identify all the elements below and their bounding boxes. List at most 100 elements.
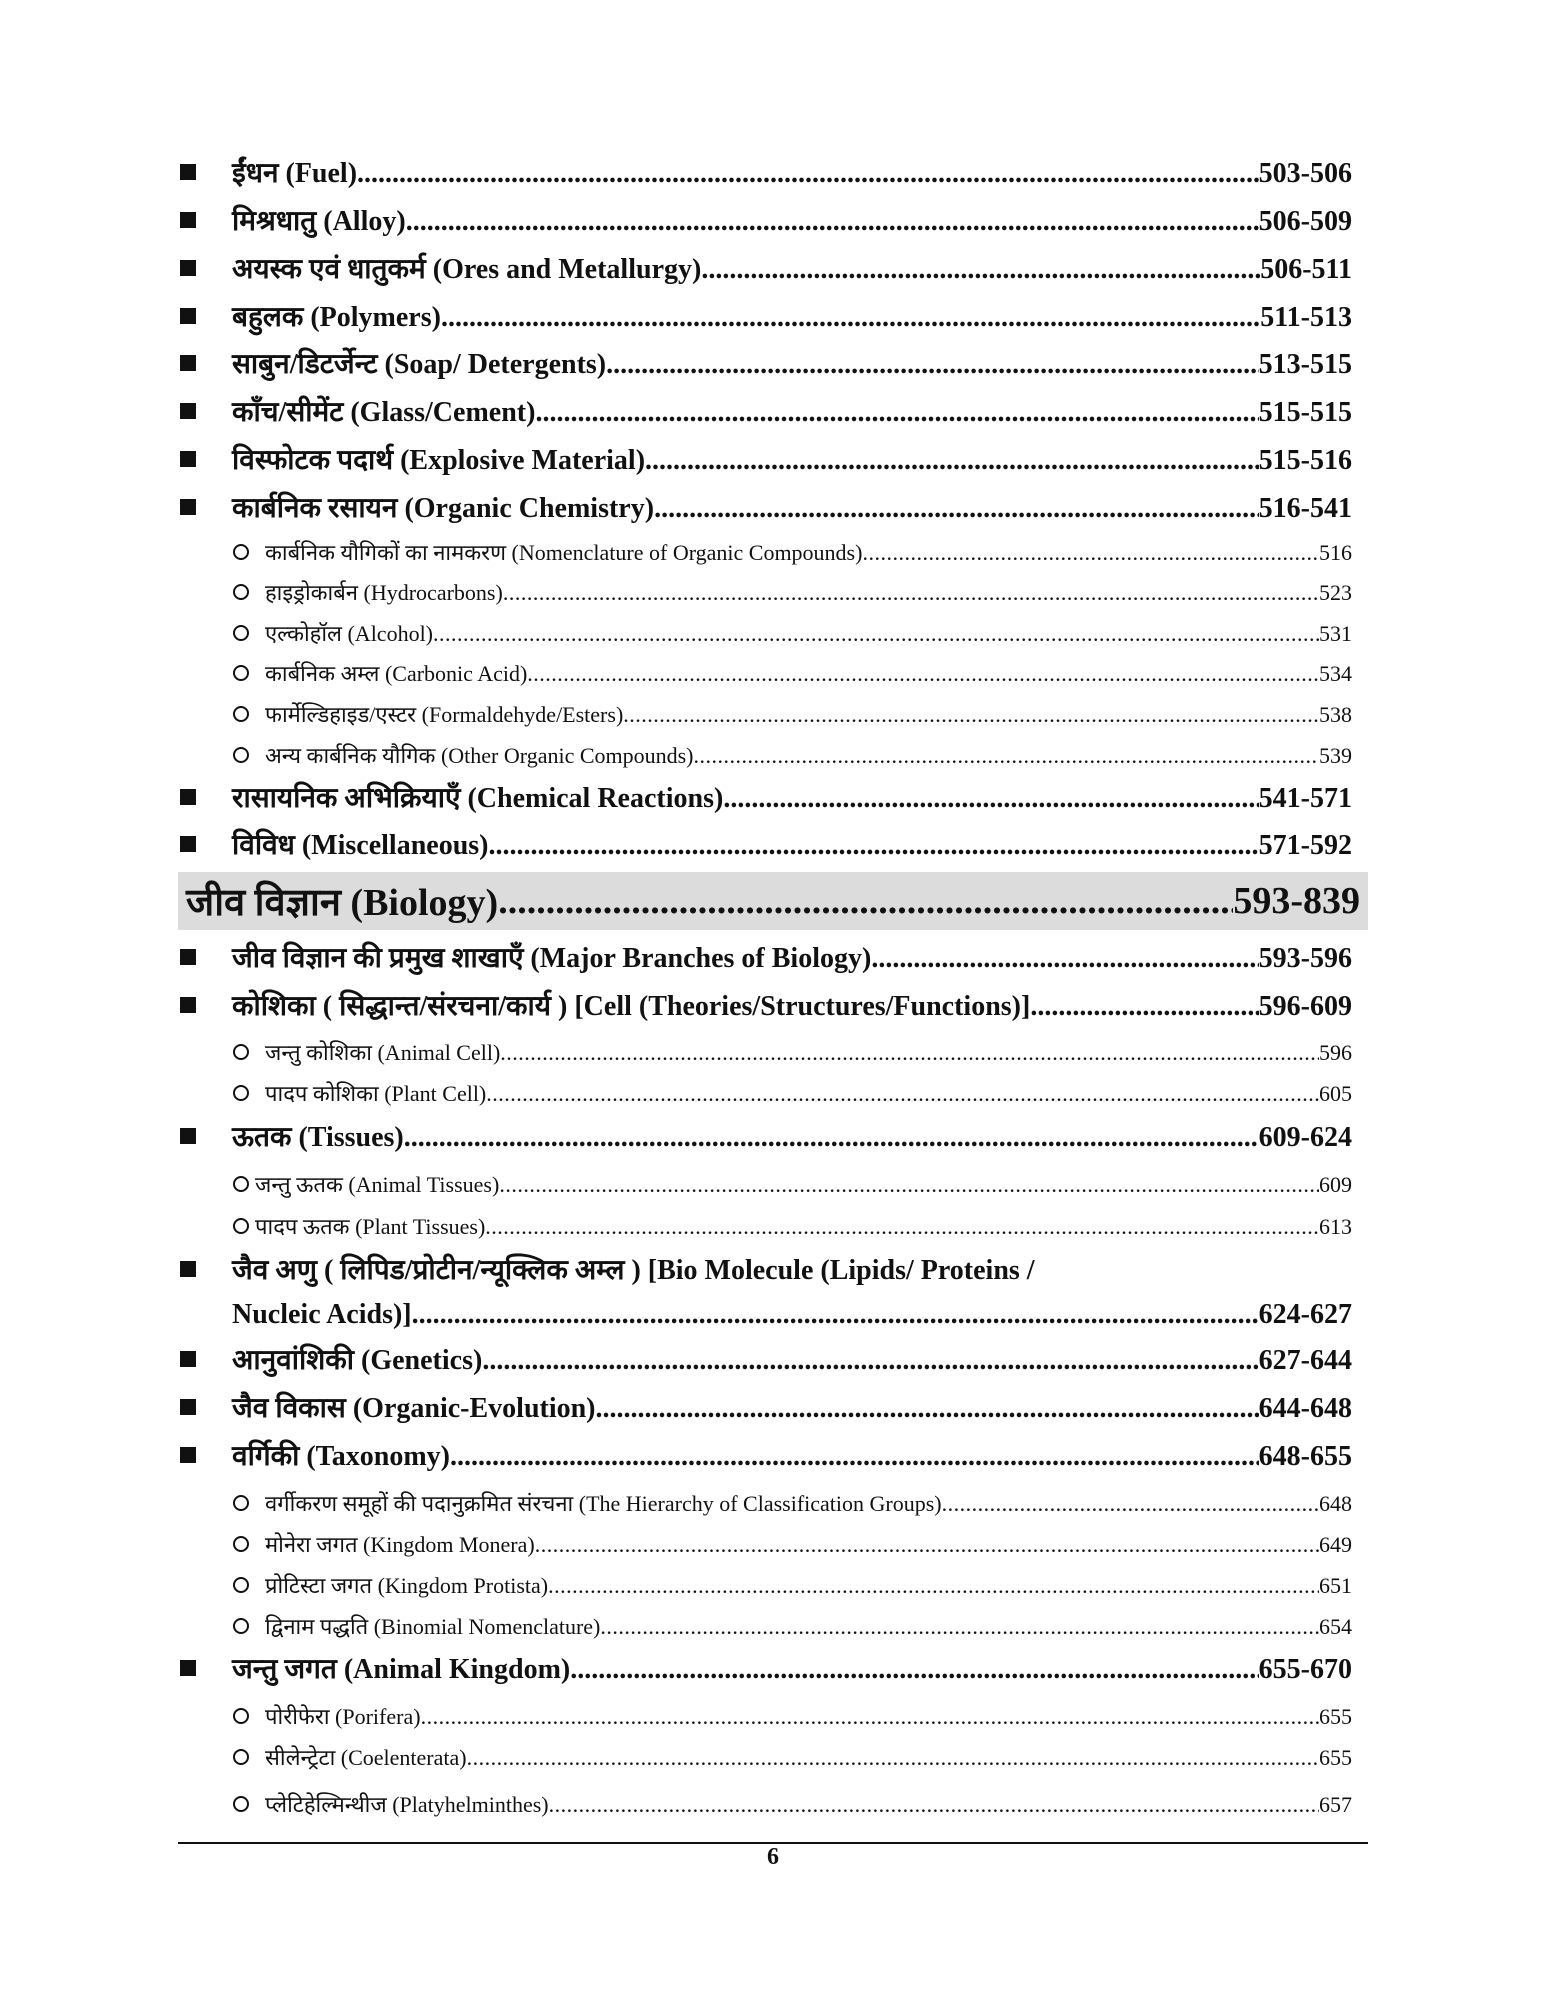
toc-subentry: एल्कोहॉल (Alcohol) 531 [233,618,1352,648]
toc-subentry: पोरीफेरा (Porifera) 655 [233,1701,1352,1731]
dot-leader [412,1299,1259,1331]
toc-subentry: फार्मेल्डिहाइड/एस्टर (Formaldehyde/Ester… [233,699,1352,729]
toc-subentry: पादप कोशिका (Plant Cell) 605 [233,1078,1352,1108]
page-range: 596 [1319,1040,1352,1065]
page-range: 539 [1319,743,1352,768]
entry-title: पादप ऊतक (Plant Tissues) [255,1214,486,1239]
entry-title: काँच/सीमेंट (Glass/Cement) [232,397,536,428]
entry-title: पोरीफेरा (Porifera) [265,1704,421,1729]
circle-bullet-icon [233,1796,249,1812]
dot-leader [1030,991,1258,1023]
toc-entry: Nucleic Acids)] 624-627 [232,1299,1352,1331]
page-range: 613 [1319,1214,1352,1239]
dot-leader [500,1040,1319,1066]
square-bullet-icon [180,403,196,419]
page-range: 651 [1319,1573,1352,1598]
toc-subentry: हाइड्रोकार्बन (Hydrocarbons) 523 [233,577,1352,607]
square-bullet-icon [180,1128,196,1144]
circle-bullet-icon [233,1536,249,1552]
dot-leader [548,1573,1319,1599]
circle-bullet-icon [233,1044,249,1060]
entry-title: प्लेटिहेल्मिन्थीज (Platyhelminthes) [265,1792,549,1817]
dot-leader [942,1491,1319,1517]
square-bullet-icon [180,949,196,965]
entry-title: आनुवांशिकी (Genetics) [232,1345,483,1376]
page-range: 609-624 [1258,1122,1352,1153]
entry-title: हाइड्रोकार्बन (Hydrocarbons) [265,580,503,605]
dot-leader [499,1172,1319,1198]
dot-leader [467,1745,1319,1771]
circle-bullet-icon [233,665,249,681]
entry-title: जीव विज्ञान (Biology) [186,882,499,924]
dot-leader [623,702,1319,728]
entry-title: विस्फोटक पदार्थ (Explosive Material) [232,445,646,476]
page-range: 648 [1319,1491,1352,1516]
circle-bullet-icon [233,706,249,722]
toc-entry: आनुवांशिकी (Genetics) 627-644 [180,1340,1352,1378]
dot-leader [357,158,1259,190]
page-range: 605 [1319,1081,1352,1106]
circle-bullet-icon [233,1577,249,1593]
entry-title: रासायनिक अभिक्रियाएँ (Chemical Reactions… [232,783,724,814]
toc-entry: बहुलक (Polymers) 511-513 [180,297,1352,335]
toc-subentry: मोनेरा जगत (Kingdom Monera) 649 [233,1529,1352,1559]
circle-bullet-icon [233,1085,249,1101]
circle-bullet-icon [233,625,249,641]
toc-subentry: सीलेन्ट्रेटा (Coelenterata) 655 [233,1742,1352,1772]
page-range: 534 [1319,661,1352,686]
entry-title: पादप कोशिका (Plant Cell) [265,1081,487,1106]
square-bullet-icon [180,1399,196,1415]
dot-leader [482,1345,1258,1377]
toc-subentry: जन्तु ऊतक (Animal Tissues) 609 [233,1169,1352,1199]
page-number: 6 [767,1844,779,1870]
square-bullet-icon [180,1447,196,1463]
page-range: 609 [1319,1172,1352,1197]
square-bullet-icon [180,997,196,1013]
toc-entry: विस्फोटक पदार्थ (Explosive Material) 515… [180,440,1352,478]
dot-leader [489,830,1259,862]
entry-title: जीव विज्ञान की प्रमुख शाखाएँ (Major Bran… [232,943,872,974]
square-bullet-icon [180,212,196,228]
toc-subentry: अन्य कार्बनिक यौगिक (Other Organic Compo… [233,740,1352,770]
circle-bullet-icon [233,1218,249,1234]
entry-title: अन्य कार्बनिक यौगिक (Other Organic Compo… [265,743,694,768]
circle-bullet-icon [233,1618,249,1634]
dot-leader [404,1122,1259,1154]
page-range: 648-655 [1258,1441,1352,1472]
entry-title: जन्तु जगत (Animal Kingdom) [232,1654,571,1685]
toc-subentry: द्विनाम पद्धति (Binomial Nomenclature) 6… [233,1611,1352,1641]
dot-leader [570,1654,1258,1686]
entry-title: जैव विकास (Organic-Evolution) [232,1393,596,1424]
toc-subentry: प्लेटिहेल्मिन्थीज (Platyhelminthes) 657 [233,1789,1352,1819]
entry-title: द्विनाम पद्धति (Binomial Nomenclature) [265,1614,601,1639]
dot-leader [503,580,1319,606]
toc-subentry: प्रोटिस्टा जगत (Kingdom Protista) 651 [233,1570,1352,1600]
page-range: 571-592 [1258,830,1352,861]
square-bullet-icon [180,1351,196,1367]
square-bullet-icon [180,164,196,180]
page-range: 513-515 [1258,349,1352,380]
toc-entry: जैव विकास (Organic-Evolution) 644-648 [180,1388,1352,1426]
toc-subentry: कार्बनिक यौगिकों का नामकरण (Nomenclature… [233,537,1352,567]
page-range: 531 [1319,621,1352,646]
page-range: 511-513 [1260,302,1352,333]
page-range: 654 [1319,1614,1352,1639]
dot-leader [596,1393,1259,1425]
page-range: 506-509 [1258,206,1352,237]
dot-leader [694,743,1319,769]
dot-leader [862,540,1319,566]
toc-entry: ऊतक (Tissues) 609-624 [180,1117,1352,1155]
entry-title: कार्बनिक यौगिकों का नामकरण (Nomenclature… [265,540,863,565]
dot-leader [723,783,1258,815]
dot-leader [421,1704,1319,1730]
toc-entry: काँच/सीमेंट (Glass/Cement) 515-515 [180,392,1352,430]
dot-leader [654,493,1259,525]
square-bullet-icon [180,1261,196,1277]
dot-leader [600,1614,1319,1640]
page-range: 541-571 [1258,783,1352,814]
toc-entry: साबुन/डिटर्जेन्ट (Soap/ Detergents) 513-5… [180,344,1352,382]
circle-bullet-icon [233,747,249,763]
entry-title: मिश्रधातु (Alloy) [232,206,406,237]
circle-bullet-icon [233,1749,249,1765]
toc-entry: जन्तु जगत (Animal Kingdom) 655-670 [180,1649,1352,1687]
